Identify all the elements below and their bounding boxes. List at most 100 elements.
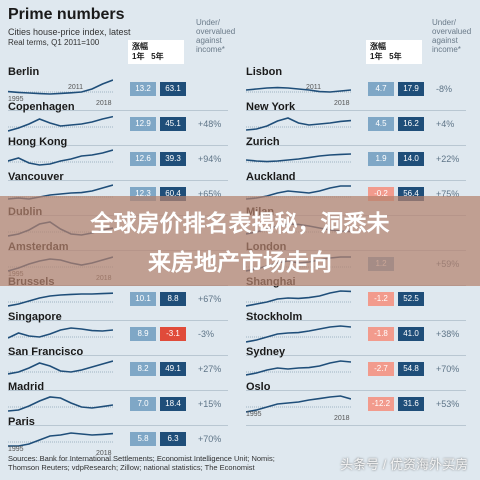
one-year-change: 8.2 — [130, 362, 156, 376]
col-label: 涨幅 — [132, 42, 148, 51]
row-divider — [246, 180, 466, 181]
trend-line — [246, 290, 351, 307]
valuation-percent: +75% — [436, 189, 460, 199]
valuation-percent: +22% — [436, 154, 460, 164]
chart-title: Prime numbers — [8, 6, 125, 23]
year-label: 2018 — [96, 100, 112, 107]
city-row: Madrid 7.0 18.4 +15% — [8, 381, 238, 427]
city-name: Oslo — [246, 381, 271, 393]
year-label: 1995 — [8, 446, 24, 453]
trend-line — [8, 79, 113, 95]
one-year-change: 7.0 — [130, 397, 156, 411]
trend-line — [8, 115, 113, 132]
row-divider — [246, 355, 466, 356]
one-year-change: 5.8 — [130, 432, 156, 446]
five-year-change: 8.8 — [160, 292, 186, 306]
valuation-percent: +27% — [198, 364, 222, 374]
five-year-change: 49.1 — [160, 362, 186, 376]
city-row: Paris 1995 2018 5.8 6.3 +70% — [8, 416, 238, 462]
trend-sparkline — [8, 432, 113, 447]
row-divider — [8, 390, 228, 391]
valuation-percent: +70% — [198, 434, 222, 444]
valuation-percent: +94% — [198, 154, 222, 164]
one-year-change: 4.7 — [368, 82, 394, 96]
trend-sparkline — [8, 115, 113, 132]
trend-sparkline — [246, 86, 351, 93]
city-name: Zurich — [246, 136, 280, 148]
five-year-change: 16.2 — [398, 117, 424, 131]
header-box-left: 涨幅 1年 5年 — [128, 40, 184, 64]
col-5y: 5年 — [389, 52, 402, 61]
trend-sparkline — [8, 79, 113, 95]
row-divider — [8, 355, 228, 356]
one-year-change: 1.9 — [368, 152, 394, 166]
city-name: Hong Kong — [8, 136, 68, 148]
city-name: Berlin — [8, 66, 40, 78]
trend-sparkline — [246, 325, 351, 343]
one-year-change: 4.5 — [368, 117, 394, 131]
overvalued-label-right: Under/ overvalued against income* — [432, 18, 472, 54]
city-name: New York — [246, 101, 296, 113]
headline-banner — [0, 196, 480, 286]
row-divider — [8, 320, 228, 321]
five-year-change: 18.4 — [160, 397, 186, 411]
trend-line — [246, 153, 351, 163]
five-year-change: 54.8 — [398, 362, 424, 376]
valuation-percent: +38% — [436, 329, 460, 339]
col-5y: 5年 — [151, 52, 164, 61]
chart-subtitle: Cities house-price index, latest — [8, 27, 131, 37]
year-label: 2018 — [96, 450, 112, 457]
trend-sparkline — [8, 292, 113, 307]
valuation-percent: +53% — [436, 399, 460, 409]
city-row: Copenhagen 12.9 45.1 +48% — [8, 101, 238, 147]
city-row: Zurich 1.9 14.0 +22% — [246, 136, 476, 182]
city-row: Hong Kong 12.6 39.3 +94% — [8, 136, 238, 182]
one-year-change: 10.1 — [130, 292, 156, 306]
city-name: Lisbon — [246, 66, 283, 78]
one-year-change: 8.9 — [130, 327, 156, 341]
five-year-change: 52.5 — [398, 292, 424, 306]
valuation-percent: +65% — [198, 189, 222, 199]
year-label: 2018 — [334, 415, 350, 422]
col-1y: 1年 — [132, 52, 145, 61]
chart-note: Real terms, Q1 2011=100 — [8, 38, 100, 47]
trend-line — [8, 432, 113, 447]
year-label: 2018 — [334, 100, 350, 107]
valuation-percent: +48% — [198, 119, 222, 129]
city-row: Oslo 1995 2018 -12.2 31.6 +53% — [246, 381, 476, 427]
city-name: San Francisco — [8, 346, 84, 358]
trend-line — [8, 149, 113, 166]
row-divider — [8, 145, 228, 146]
year-label: 2011 — [306, 84, 322, 91]
row-divider — [8, 180, 228, 181]
five-year-change: 63.1 — [160, 82, 186, 96]
row-divider — [8, 110, 228, 111]
city-name: Vancouver — [8, 171, 64, 183]
city-row: New York 4.5 16.2 +4% — [246, 101, 476, 147]
city-row: Lisbon 2011 2018 4.7 17.9 -8% — [246, 66, 476, 112]
trend-line — [246, 395, 351, 413]
five-year-change: 17.9 — [398, 82, 424, 96]
one-year-change: 12.9 — [130, 117, 156, 131]
valuation-percent: +70% — [436, 364, 460, 374]
trend-line — [246, 86, 351, 93]
valuation-percent: +15% — [198, 399, 222, 409]
city-row: Singapore 8.9 -3.1 -3% — [8, 311, 238, 357]
row-divider — [246, 145, 466, 146]
source-note: Sources: Bank for International Settleme… — [8, 454, 275, 472]
year-label: 1995 — [8, 96, 24, 103]
city-name: Singapore — [8, 311, 62, 323]
trend-line — [8, 360, 113, 375]
trend-sparkline — [8, 149, 113, 166]
one-year-change: -2.7 — [368, 362, 394, 376]
trend-line — [246, 360, 351, 376]
trend-sparkline — [246, 153, 351, 163]
city-name: Copenhagen — [8, 101, 75, 113]
overvalued-label-left: Under/ overvalued against income* — [196, 18, 236, 54]
year-label: 2011 — [68, 84, 84, 91]
row-divider — [8, 425, 228, 426]
trend-sparkline — [8, 396, 113, 412]
trend-line — [246, 117, 351, 131]
five-year-change: 45.1 — [160, 117, 186, 131]
five-year-change: 6.3 — [160, 432, 186, 446]
